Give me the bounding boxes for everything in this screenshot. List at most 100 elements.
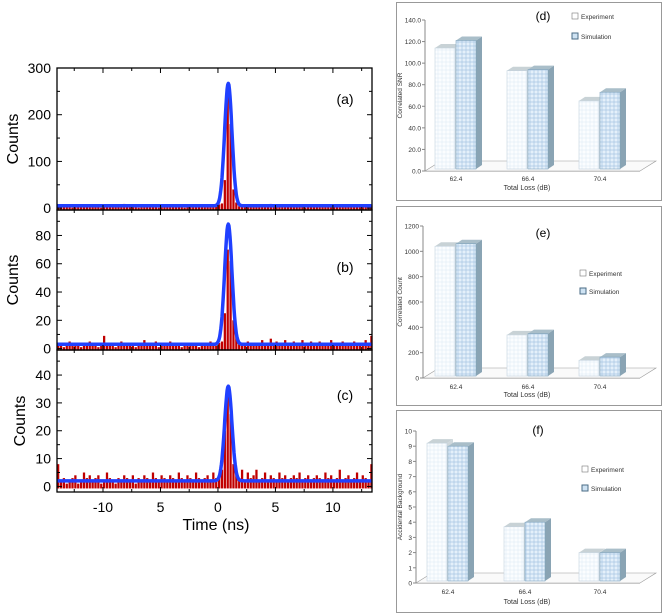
x-tick-label: 10 (325, 499, 341, 515)
histogram-bar (212, 205, 215, 211)
histogram-bar (281, 478, 284, 489)
histogram-bar (278, 345, 281, 351)
panel-label: (b) (336, 259, 353, 275)
histogram-bar (324, 342, 327, 351)
histogram-bar (171, 205, 175, 211)
histogram-bar (128, 205, 132, 211)
bar-side (545, 518, 551, 581)
fit-curve (55, 222, 373, 347)
histogram-bar (137, 207, 140, 211)
x-tick-label: 66.4 (522, 384, 535, 391)
y-tick-label: 0 (415, 376, 419, 383)
histogram-bar (157, 347, 160, 351)
y-axis-label: Counts (12, 396, 29, 447)
legend-label: Experiment (589, 271, 622, 278)
bar-front (455, 40, 477, 170)
fit-curve (55, 384, 373, 483)
histogram-bar (284, 206, 287, 211)
histogram-bar (249, 205, 252, 211)
histogram-bar (338, 469, 341, 489)
histogram-bar (151, 206, 155, 211)
histogram-bar (355, 344, 359, 351)
histogram-bar (163, 478, 166, 489)
histogram-bar (59, 480, 63, 489)
bar-simulation (455, 36, 482, 170)
histogram-bar (157, 207, 160, 211)
bar-front (527, 333, 549, 377)
histogram-bar (278, 207, 281, 211)
bar-side (620, 353, 626, 376)
y-tick-label: 200 (28, 107, 52, 123)
plot-frame (56, 349, 373, 493)
histogram-bar (100, 345, 103, 351)
histogram-bar (229, 414, 232, 489)
histogram-bar (65, 483, 68, 489)
x-tick-label: 66.4 (519, 589, 532, 596)
x-tick-label: 70.4 (594, 176, 607, 183)
histogram-bar (189, 478, 192, 489)
histogram-bar (197, 205, 201, 211)
histogram-bar (304, 478, 307, 489)
y-tick-label: 60.0 (408, 104, 421, 111)
histogram-bar (134, 347, 137, 351)
histogram-bar (77, 344, 80, 351)
histogram-bar (212, 344, 215, 351)
histogram-bar (295, 478, 298, 489)
histogram-bar (312, 344, 316, 351)
histogram-bar (235, 202, 238, 211)
histogram-bar (252, 342, 255, 351)
histogram-bar (286, 480, 290, 489)
histogram-bar (350, 480, 353, 489)
histogram-bar (344, 206, 347, 211)
histogram-bar (275, 480, 278, 489)
histogram-bar (367, 207, 370, 211)
histogram-bar (160, 206, 163, 211)
y-tick-label: 1 (408, 565, 412, 572)
bar-front (434, 47, 456, 170)
y-tick-label: 0 (408, 581, 412, 588)
bar-simulation (455, 239, 482, 377)
histogram-bar (301, 205, 304, 211)
y-tick-label: 3 (408, 535, 412, 542)
y-tick-label: 0.0 (412, 169, 421, 176)
bar-top (507, 66, 533, 71)
bar-chart-d: 0.0 20.0 40.0 60.0 80.0 100.0 120.0 140.0 62.4 66… (396, 2, 662, 201)
histogram-bar (100, 483, 103, 489)
histogram-bar (180, 478, 183, 489)
histogram-bar (108, 207, 112, 211)
histogram-bar (65, 344, 68, 351)
legend-label: Simulation (589, 289, 620, 296)
histogram-bar (171, 344, 175, 351)
bar-top (435, 44, 461, 49)
y-tick-label: 6 (408, 489, 412, 496)
panel-label: (d) (536, 9, 551, 23)
panel-label: (c) (337, 387, 353, 403)
y-tick-label: 400 (408, 325, 419, 332)
histogram-bar (364, 478, 367, 489)
legend-swatch-simulation (581, 484, 589, 492)
y-tick-label: 5 (408, 505, 412, 512)
histogram-panel-a: 0 100 200 300 Counts (a) (5, 60, 373, 216)
histogram-bar (353, 478, 356, 489)
histogram-bar (289, 206, 293, 211)
histogram-bar (186, 206, 189, 211)
histogram-bar (258, 480, 261, 489)
histogram-bar (220, 341, 224, 351)
histogram-bar (232, 320, 235, 351)
x-tick-label: 62.4 (442, 589, 455, 596)
histogram-bar (108, 478, 112, 489)
histogram-bar (330, 206, 333, 211)
histogram-bar (131, 345, 135, 351)
histogram-bar (338, 205, 341, 211)
histogram-bar (94, 478, 97, 489)
histogram-bar (157, 480, 160, 489)
histogram-bar (85, 206, 89, 211)
histogram-bar (350, 342, 353, 351)
x-tick-label: 5 (272, 499, 280, 515)
histogram-bar (108, 345, 112, 351)
histogram-bar (123, 345, 126, 351)
histogram-bar (355, 207, 359, 211)
histogram-bar (324, 205, 327, 211)
x-tick-label: 62.4 (450, 176, 463, 183)
y-tick-label: 40.0 (408, 125, 421, 132)
